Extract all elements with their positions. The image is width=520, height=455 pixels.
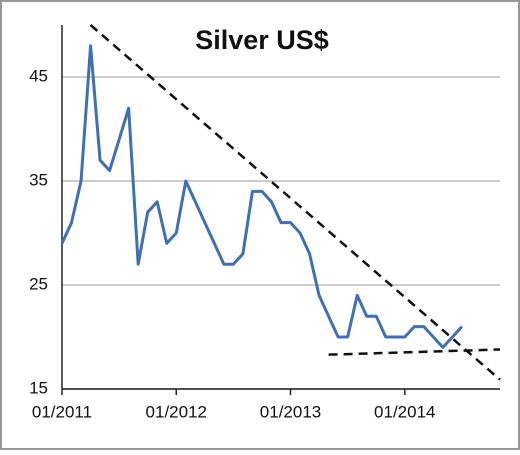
x-tick-label: 01/2014 <box>374 402 435 421</box>
y-tick-label: 35 <box>29 170 48 189</box>
y-tick-label: 25 <box>29 274 48 293</box>
x-tick-label: 01/2011 <box>32 402 92 421</box>
x-tick-label: 01/2013 <box>260 402 321 421</box>
chart-title: Silver US$ <box>195 25 329 55</box>
price-line <box>60 44 464 349</box>
x-tick-label: 01/2012 <box>146 402 207 421</box>
y-tick-label: 15 <box>29 378 48 397</box>
trend-line <box>89 24 501 381</box>
y-tick-label: 45 <box>29 66 48 85</box>
trend-line <box>328 348 501 356</box>
